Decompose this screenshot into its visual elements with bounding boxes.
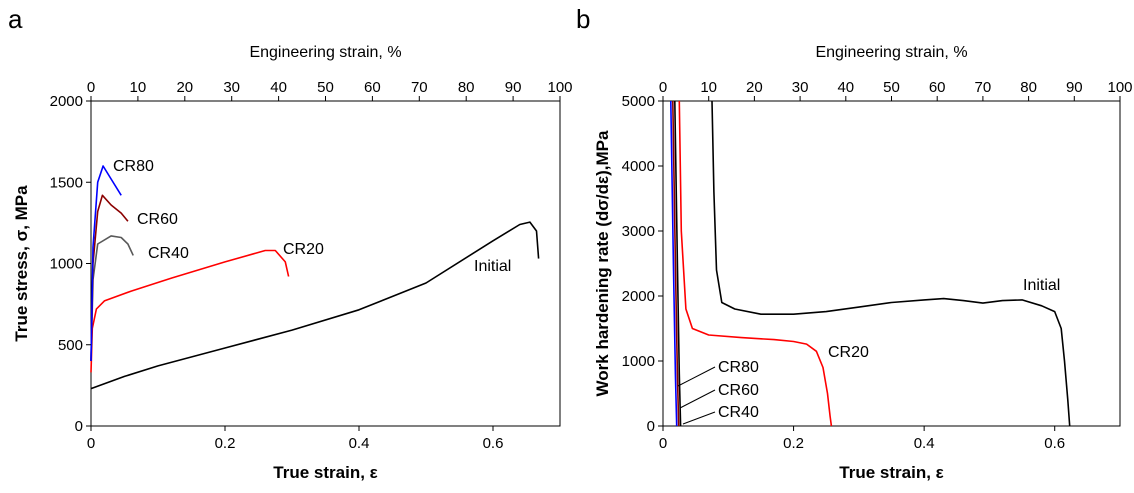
- x-axis-label-b: True strain, ε: [839, 463, 943, 482]
- label-cr40-a: CR40: [148, 245, 189, 262]
- top-tick-label: 70: [975, 79, 992, 96]
- series-line-cr80: [90, 165, 122, 362]
- y-axis-label-a: True stress, σ, MPa: [12, 185, 31, 342]
- label-cr60-a: CR60: [137, 211, 178, 228]
- y-tick-label: 2000: [50, 93, 83, 110]
- top-tick-label: 90: [505, 79, 522, 96]
- top-tick-label: 0: [87, 79, 95, 96]
- x-tick-label: 0.6: [483, 435, 504, 452]
- x-tick-label: 0.4: [349, 435, 370, 452]
- top-tick-label: 100: [1107, 79, 1132, 96]
- top-tick-label: 60: [929, 79, 946, 96]
- x-tick-label: 0: [659, 435, 667, 452]
- top-tick-label: 20: [746, 79, 763, 96]
- label-cr60-b: CR60: [718, 382, 759, 399]
- leader-cr80: [677, 366, 716, 387]
- top-tick-label: 20: [176, 79, 193, 96]
- top-tick-label: 80: [458, 79, 475, 96]
- top-tick-label: 100: [547, 79, 572, 96]
- top-axis-label-b: Engineering strain, %: [815, 44, 967, 61]
- series-line-cr20: [90, 249, 290, 373]
- y-tick-label: 2000: [622, 288, 655, 305]
- y-tick-label: 5000: [622, 93, 655, 110]
- top-tick-label: 90: [1066, 79, 1083, 96]
- series-line-initial: [90, 221, 540, 390]
- label-cr80-a: CR80: [113, 158, 154, 175]
- top-tick-label: 10: [700, 79, 717, 96]
- panel-label-a: a: [8, 4, 23, 34]
- series-line-cr20: [678, 100, 833, 427]
- leader-cr40: [682, 411, 716, 425]
- x-tick-label: 0.2: [215, 435, 236, 452]
- label-cr80-b: CR80: [718, 359, 759, 376]
- top-axis-label-a: Engineering strain, %: [249, 44, 401, 61]
- top-tick-label: 30: [792, 79, 809, 96]
- top-tick-label: 40: [837, 79, 854, 96]
- label-initial-a: Initial: [474, 258, 511, 275]
- y-tick-label: 1500: [50, 174, 83, 191]
- top-tick-label: 80: [1020, 79, 1037, 96]
- top-tick-label: 70: [411, 79, 428, 96]
- series-line-cr60: [672, 100, 680, 427]
- series-line-initial: [711, 100, 1071, 427]
- label-cr20-a: CR20: [283, 241, 324, 258]
- x-axis-label-a: True strain, ε: [273, 463, 377, 482]
- top-tick-label: 0: [659, 79, 667, 96]
- label-initial-b: Initial: [1023, 277, 1060, 294]
- x-tick-label: 0.6: [1044, 435, 1065, 452]
- label-cr20-b: CR20: [828, 344, 869, 361]
- top-tick-label: 40: [270, 79, 287, 96]
- y-tick-label: 0: [647, 418, 655, 435]
- series-line-cr60: [90, 194, 129, 362]
- y-tick-label: 0: [75, 418, 83, 435]
- series-line-cr40: [674, 100, 682, 427]
- leader-cr60: [679, 389, 716, 409]
- y-tick-label: 1000: [50, 256, 83, 273]
- plot-frame-b: [662, 100, 1121, 427]
- x-tick-label: 0.4: [914, 435, 935, 452]
- x-tick-label: 0: [87, 435, 95, 452]
- label-cr40-b: CR40: [718, 404, 759, 421]
- top-tick-label: 50: [883, 79, 900, 96]
- top-tick-label: 30: [223, 79, 240, 96]
- y-tick-label: 4000: [622, 158, 655, 175]
- panel-label-b: b: [576, 4, 590, 34]
- y-axis-label-b: Work hardening rate (dσ/dε),MPa: [593, 130, 612, 396]
- y-tick-label: 1000: [622, 353, 655, 370]
- y-tick-label: 500: [58, 337, 83, 354]
- top-tick-label: 50: [317, 79, 334, 96]
- top-tick-label: 10: [130, 79, 147, 96]
- y-tick-label: 3000: [622, 223, 655, 240]
- top-tick-label: 60: [364, 79, 381, 96]
- series-line-cr80: [670, 100, 678, 427]
- x-tick-label: 0.2: [783, 435, 804, 452]
